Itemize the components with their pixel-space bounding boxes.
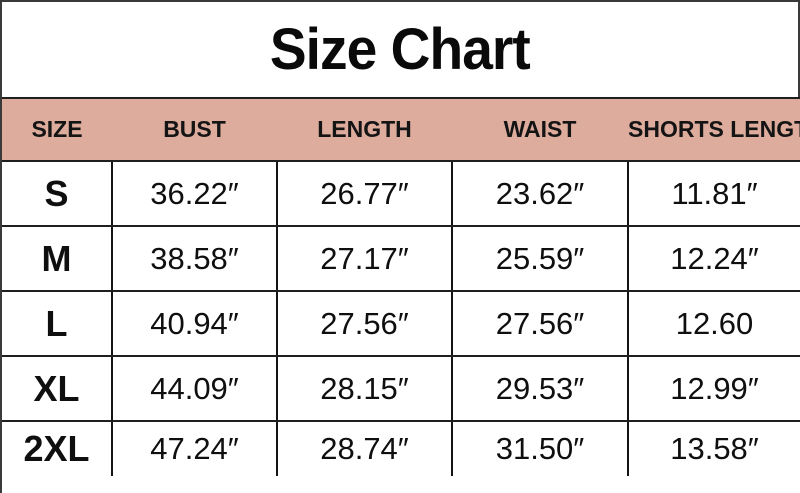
bust-value: 44.09″ bbox=[111, 356, 277, 422]
column-header-shorts-length: SHORTS LENGTH bbox=[628, 97, 800, 162]
length-value: 28.74″ bbox=[276, 421, 452, 476]
length-value: 27.17″ bbox=[276, 226, 452, 292]
column-header-length: LENGTH bbox=[277, 97, 452, 162]
table-row-s: S 36.22″ 26.77″ 23.62″ 11.81″ bbox=[2, 161, 800, 227]
size-label: 2XL bbox=[23, 428, 90, 469]
bust-value: 40.94″ bbox=[111, 291, 277, 357]
size-label: XL bbox=[2, 356, 112, 422]
table-row-2xl: 2XL 47.24″ 28.74″ 31.50″ 13.58″ bbox=[2, 421, 800, 476]
length-value: 26.77″ bbox=[276, 161, 452, 227]
waist-value: 31.50″ bbox=[451, 421, 628, 476]
column-header-waist: WAIST bbox=[452, 97, 628, 162]
bust-value: 36.22″ bbox=[111, 161, 277, 227]
length-value: 27.56″ bbox=[276, 291, 452, 357]
length-value: 28.15″ bbox=[276, 356, 452, 422]
shorts-length-value: 13.58″ bbox=[627, 421, 800, 476]
shorts-length-value: 11.81″ bbox=[627, 161, 800, 227]
size-label: S bbox=[2, 161, 112, 227]
size-label: L bbox=[2, 291, 112, 357]
shorts-length-value: 12.24″ bbox=[627, 226, 800, 292]
header-row: SIZE BUST LENGTH WAIST SHORTS LENGTH bbox=[2, 97, 800, 162]
column-header-size: SIZE bbox=[2, 97, 112, 162]
page-title: Size Chart bbox=[270, 17, 531, 82]
waist-value: 23.62″ bbox=[451, 161, 628, 227]
column-header-bust: BUST bbox=[112, 97, 277, 162]
bust-value: 38.58″ bbox=[111, 226, 277, 292]
table-row-l: L 40.94″ 27.56″ 27.56″ 12.60 bbox=[2, 291, 800, 357]
shorts-length-value: 12.60 bbox=[627, 291, 800, 357]
shorts-length-value: 12.99″ bbox=[627, 356, 800, 422]
bust-value: 47.24″ bbox=[111, 421, 277, 476]
waist-value: 27.56″ bbox=[451, 291, 628, 357]
table-row-m: M 38.58″ 27.17″ 25.59″ 12.24″ bbox=[2, 226, 800, 292]
table-row-xl: XL 44.09″ 28.15″ 29.53″ 12.99″ bbox=[2, 356, 800, 422]
size-label: M bbox=[2, 226, 112, 292]
size-chart-table: SIZE BUST LENGTH WAIST SHORTS LENGTH S 3… bbox=[2, 97, 800, 476]
waist-value: 25.59″ bbox=[451, 226, 628, 292]
title-box: Size Chart bbox=[2, 2, 800, 97]
waist-value: 29.53″ bbox=[451, 356, 628, 422]
